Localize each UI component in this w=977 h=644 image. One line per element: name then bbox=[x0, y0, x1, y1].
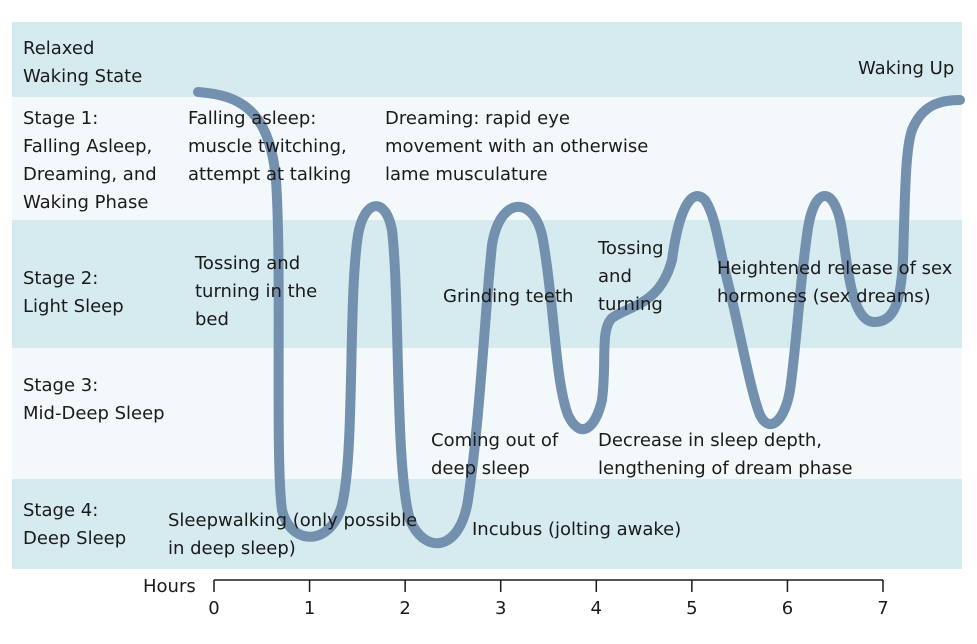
x-tick-label-5: 5 bbox=[686, 598, 698, 619]
annotation-coming-out: Coming out of deep sleep bbox=[431, 430, 559, 479]
annotation-grinding-teeth: Grinding teeth bbox=[443, 286, 574, 307]
annotation-falling-asleep: Falling asleep: muscle twitching, attemp… bbox=[188, 108, 352, 185]
x-tick-label-0: 0 bbox=[208, 598, 220, 619]
x-tick-label-6: 6 bbox=[781, 598, 794, 619]
stage-label-2: Stage 2: Light Sleep bbox=[23, 268, 124, 317]
band-stage-3 bbox=[12, 348, 962, 479]
stage-label-3: Stage 3: Mid-Deep Sleep bbox=[23, 375, 165, 424]
x-axis-title: Hours bbox=[143, 576, 196, 597]
stage-label-1: Stage 1: Falling Asleep, Dreaming, and W… bbox=[23, 108, 157, 213]
x-tick-label-4: 4 bbox=[590, 598, 602, 619]
band-waking bbox=[12, 22, 962, 97]
band-stage-1 bbox=[12, 97, 962, 220]
x-tick-label-3: 3 bbox=[494, 598, 507, 619]
annotation-dreaming: Dreaming: rapid eye movement with an oth… bbox=[385, 108, 649, 185]
x-axis-ticks bbox=[213, 580, 884, 592]
annotation-sleepwalking: Sleepwalking (only possible in deep slee… bbox=[168, 510, 418, 559]
stage-label-4: Stage 4: Deep Sleep bbox=[23, 500, 127, 549]
annotation-hormones: Heightened release of sex hormones (sex … bbox=[717, 258, 953, 307]
x-tick-label-1: 1 bbox=[303, 598, 316, 619]
sleep-depth-curve bbox=[193, 87, 965, 549]
annotation-incubus: Incubus (jolting awake) bbox=[472, 519, 682, 540]
annotation-decrease: Decrease in sleep depth, lengthening of … bbox=[598, 430, 853, 479]
x-tick-label-7: 7 bbox=[877, 598, 889, 619]
annotation-tossing-bed: Tossing and turning in the bed bbox=[195, 253, 318, 330]
band-stage-4 bbox=[12, 479, 962, 569]
x-tick-label-2: 2 bbox=[399, 598, 411, 619]
stage-label-waking: Relaxed Waking State bbox=[23, 38, 143, 87]
annotation-tossing: Tossing and turning bbox=[598, 238, 664, 315]
annotation-waking-up: Waking Up bbox=[858, 58, 955, 79]
